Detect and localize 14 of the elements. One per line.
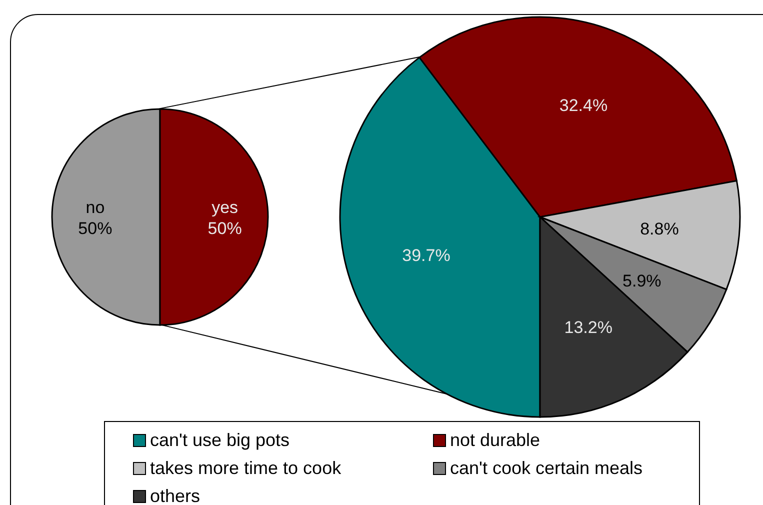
data-label: 50%	[78, 219, 112, 238]
data-label: 50%	[208, 219, 242, 238]
legend-label: not durable	[450, 429, 540, 452]
slice-label: no	[86, 198, 105, 217]
legend-label: can't use big pots	[150, 429, 290, 452]
data-label: 13.2%	[564, 318, 612, 337]
legend-label: takes more time to cook	[150, 457, 342, 480]
data-label: 5.9%	[622, 271, 662, 290]
data-label: 32.4%	[559, 96, 608, 116]
legend-label: can't cook certain meals	[450, 457, 643, 480]
legend-label: others	[150, 485, 200, 505]
data-label: 39.7%	[402, 246, 450, 266]
slice-label: yes	[212, 198, 238, 217]
data-label: 8.8%	[640, 219, 679, 238]
